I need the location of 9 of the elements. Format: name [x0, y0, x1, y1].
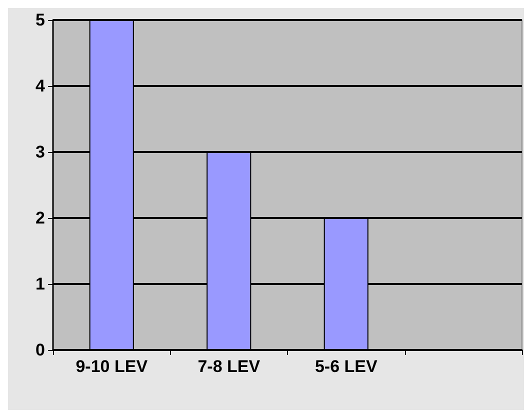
y-tick-label: 2 [36, 208, 45, 228]
y-tick-label: 3 [36, 142, 45, 162]
y-tick-label: 1 [36, 274, 45, 294]
x-tick-label: 9-10 LEV [76, 357, 148, 376]
y-tick-label: 5 [36, 10, 45, 30]
y-tick-label: 4 [36, 76, 46, 96]
y-tick-label: 0 [36, 340, 45, 360]
x-tick-label: 7-8 LEV [198, 357, 261, 376]
x-tick-label: 5-6 LEV [314, 357, 378, 376]
